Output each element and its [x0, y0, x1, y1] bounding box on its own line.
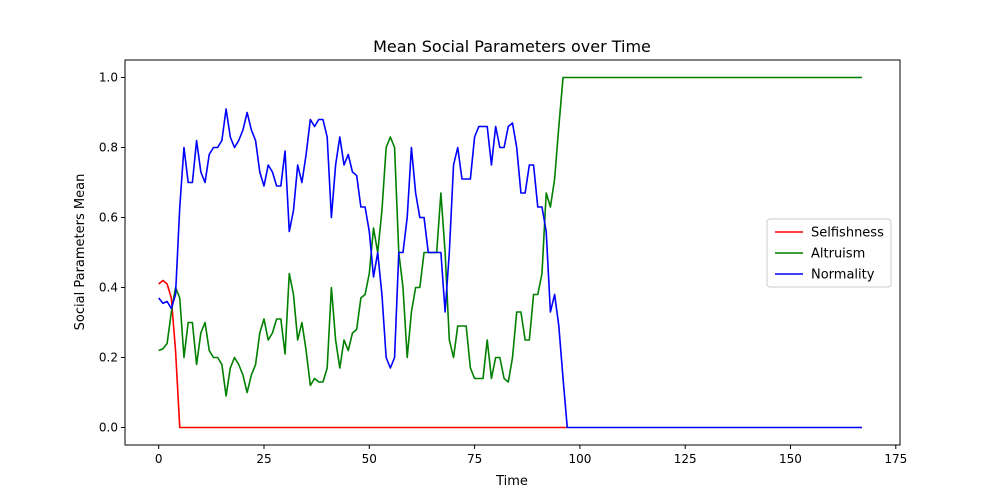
x-tick-label-5: 125 — [674, 452, 697, 466]
x-tick-label-0: 0 — [155, 452, 163, 466]
legend-label-normality: Normality — [811, 268, 875, 283]
x-tick-label-1: 25 — [256, 452, 271, 466]
y-tick-label-1: 0.2 — [99, 351, 118, 365]
y-tick-label-4: 0.8 — [99, 141, 118, 155]
series-line-selfishness — [158, 279, 568, 429]
legend-box — [766, 218, 892, 288]
axes: 0 25 50 75 100 125 150 175 0.0 0.2 0.4 0.6 0.8 1.0 — [99, 59, 907, 466]
series-line-altruism — [158, 76, 863, 397]
y-tick-label-3: 0.6 — [99, 211, 118, 225]
legend-label-altruism: Altruism — [811, 247, 865, 262]
y-axis-label: Social Parameters Mean — [73, 174, 88, 331]
plot-frame — [124, 59, 901, 446]
x-tick-label-2: 50 — [362, 452, 377, 466]
y-tick-label-0: 0.0 — [99, 421, 118, 435]
x-axis-label: Time — [495, 474, 528, 489]
y-tick-label-5: 1.0 — [99, 71, 118, 85]
legend: Selfishness Altruism Normality — [766, 218, 892, 288]
plot-series — [158, 76, 863, 429]
chart-title: Mean Social Parameters over Time — [373, 37, 651, 56]
x-tick-label-6: 150 — [779, 452, 802, 466]
x-tick-label-4: 100 — [568, 452, 591, 466]
x-tick-label-7: 175 — [884, 452, 907, 466]
y-tick-label-2: 0.4 — [99, 281, 118, 295]
legend-label-selfishness: Selfishness — [811, 226, 884, 241]
series-line-normality — [158, 108, 863, 429]
x-tick-label-3: 75 — [467, 452, 482, 466]
